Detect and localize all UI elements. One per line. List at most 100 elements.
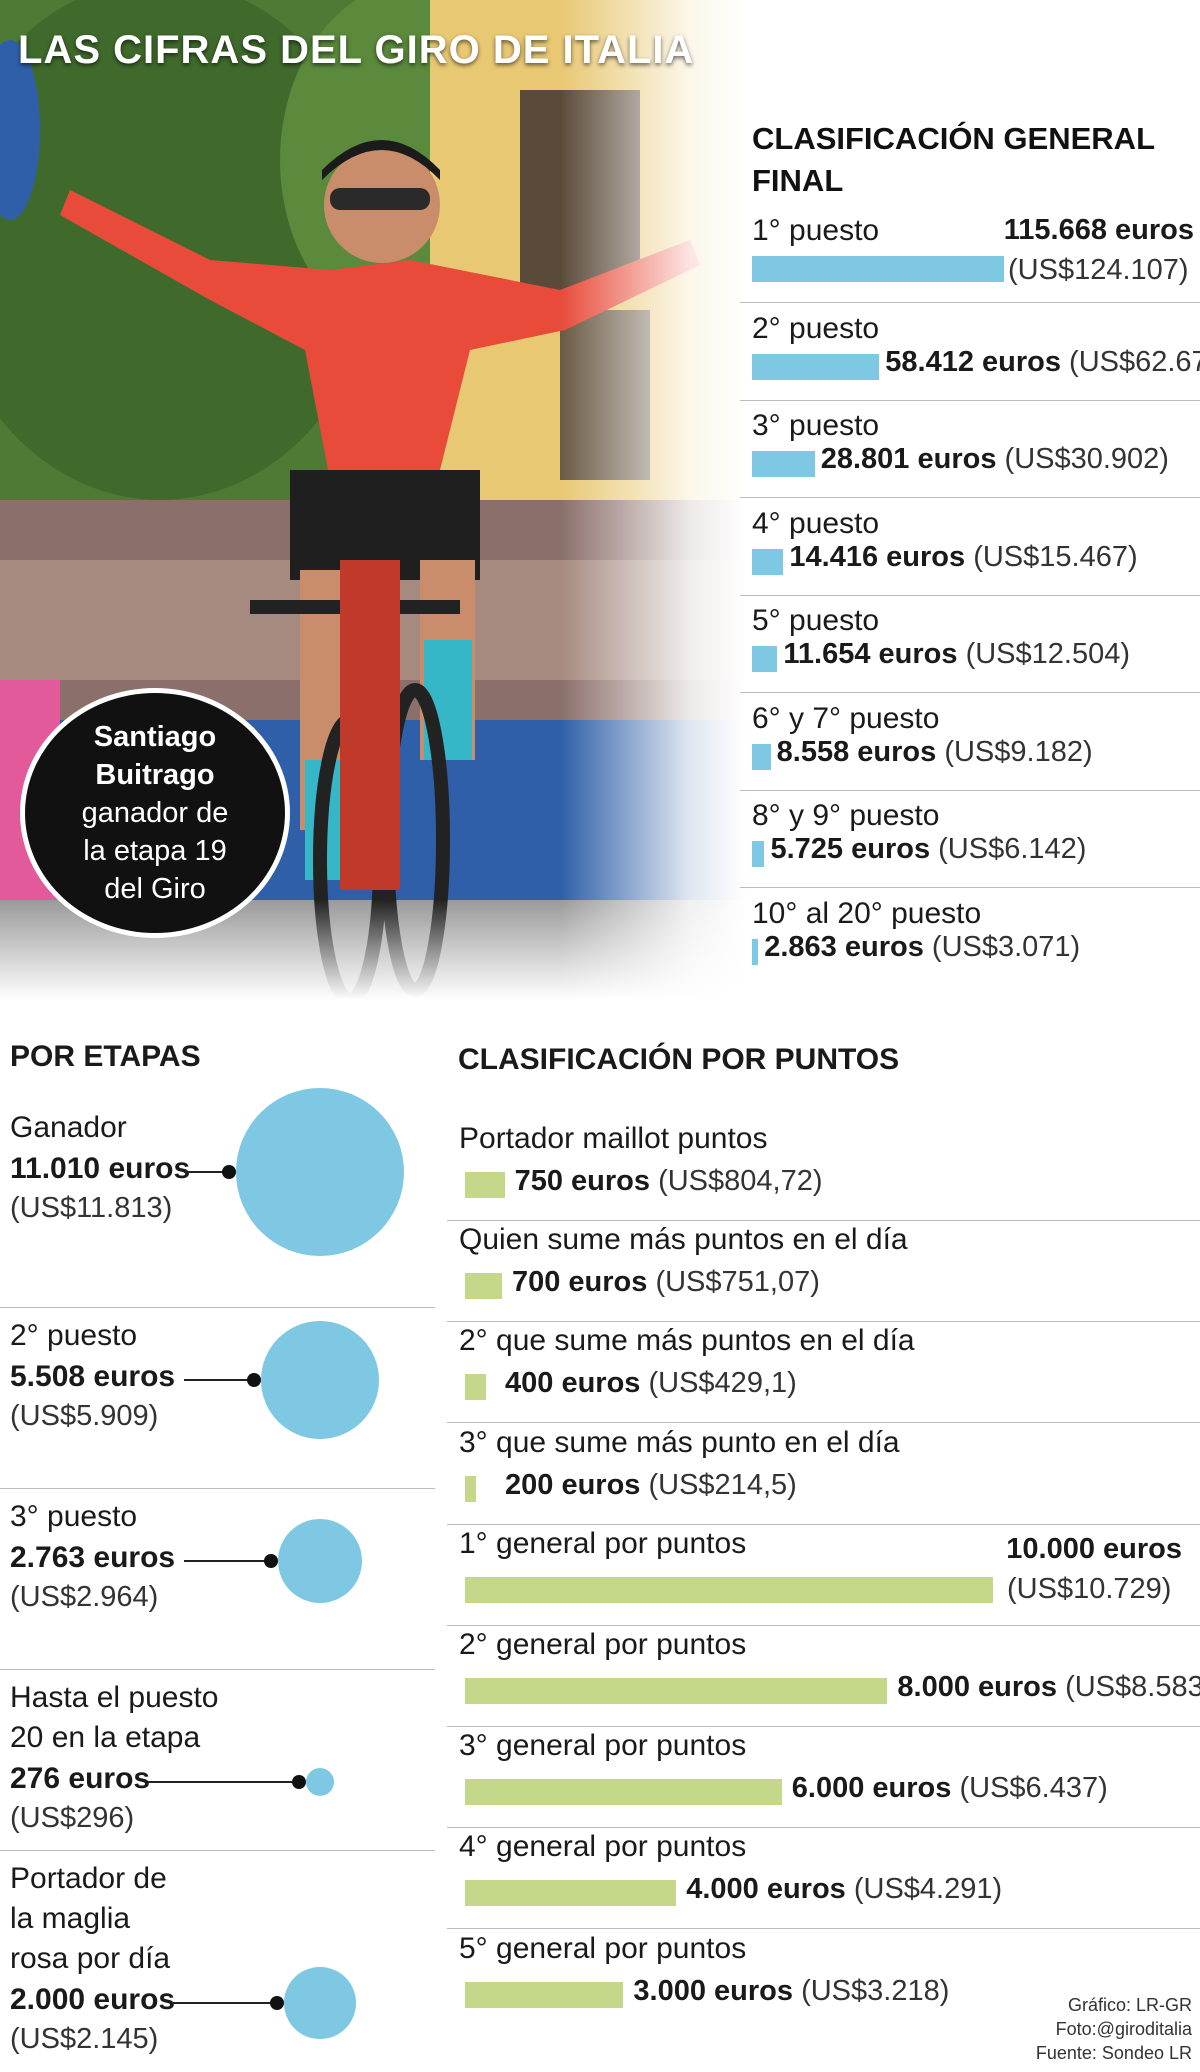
gc-bar [752, 841, 765, 867]
stage-label-line: Ganador [10, 1111, 127, 1144]
pts-bar [465, 1576, 993, 1603]
pts-value-group: 6.000 euros (US$6.437) [792, 1772, 1108, 1805]
pts-value-label: 4.000 euros [686, 1873, 846, 1906]
credit-photo: Foto:@giroditalia [1055, 2019, 1192, 2039]
gc-value-label: 8.558 euros [776, 735, 937, 768]
stage-leader-line [184, 1171, 229, 1173]
pts-usd-label: (US$4.291) [853, 1873, 1003, 1906]
pts-row-label: 3° que sume más punto en el día [459, 1425, 900, 1459]
pts-row-label: Portador maillot puntos [459, 1122, 768, 1155]
gc-bar [752, 256, 1004, 282]
stage-bubble [306, 1768, 334, 1796]
stage-bubble [260, 1320, 380, 1440]
pts-value-group: 8.000 euros (US$8.583) [897, 1671, 1200, 1704]
gc-bar [752, 743, 771, 770]
gc-usd-label: (US$6.142) [938, 833, 1087, 865]
stage-label-line: 2° puesto [10, 1319, 138, 1352]
stage-label-line: 20 en la etapa [10, 1721, 201, 1754]
gc-row-label: 3° puesto [752, 409, 880, 442]
stage-row: Ganador 11.010 euros (US$11.813) [0, 1088, 435, 1308]
stage-leader-line [184, 1379, 254, 1381]
pts-row: 2° que sume más puntos en el día 400 euro… [447, 1322, 1200, 1424]
stage-leader-dot [270, 1996, 285, 2010]
pts-row-label: 2° que sume más puntos en el día [459, 1324, 915, 1358]
gc-value-group: 28.801 euros (US$30.902) [821, 443, 1169, 476]
gc-value-label: 11.654 euros [783, 638, 958, 670]
pts-usd-label: (US$6.437) [959, 1772, 1108, 1805]
pts-bar [465, 1273, 502, 1300]
pts-row: Portador maillot puntos 750 euros (US$804… [447, 1120, 1200, 1221]
gc-row-label: 8° y 9° puesto [752, 799, 940, 832]
winner-desc-line-3: del Giro [104, 873, 206, 905]
pts-usd-label: (US$751,07) [655, 1266, 820, 1299]
pts-row: 3° general por puntos 6.000 euros (US$6.4… [447, 1727, 1200, 1829]
pts-row-label: 4° general por puntos [459, 1830, 747, 1864]
gc-usd-label: (US$15.467) [973, 540, 1138, 573]
stage-amount-label: 2.000 euros [10, 1983, 176, 2016]
gc-value-label: 2.863 euros [764, 930, 924, 963]
stage-leader-dot [292, 1775, 306, 1789]
pts-row: Quien sume más puntos en el día 700 euros… [447, 1221, 1200, 1323]
stage-leader-dot [246, 1373, 261, 1387]
gc-row-label: 6° y 7° puesto [752, 701, 940, 735]
gc-value-group: 5.725 euros (US$6.142) [770, 833, 1086, 866]
stage-row: 2° puesto 5.508 euros (US$5.909) [0, 1308, 435, 1489]
pts-usd-label: (US$214,5) [648, 1468, 797, 1501]
gc-bar [752, 548, 784, 575]
gc-row: 5° puesto 11.654 euros (US$12.504) [740, 596, 1200, 693]
gc-row: 3° puesto 28.801 euros (US$30.902) [740, 401, 1200, 498]
stage-label-line: Hasta el puesto [10, 1681, 219, 1714]
pts-bar [465, 1678, 888, 1704]
winner-name-line-2: Buitrago [95, 759, 215, 791]
pts-usd-label: (US$804,72) [658, 1165, 823, 1197]
pts-usd-label: (US$8.583) [1065, 1671, 1200, 1703]
gc-value-label: 115.668 euros [1003, 214, 1194, 246]
gc-row: 10° al 20° puesto 2.863 euros (US$3.071) [740, 889, 1200, 986]
gc-row: 4° puesto 14.416 euros (US$15.467) [740, 499, 1200, 596]
pts-value-label: 400 euros [505, 1367, 641, 1400]
stage-usd-label: (US$5.909) [10, 1400, 159, 1432]
credits: Gráfico: LR-GR Foto:@giroditalia Fuente:… [1036, 1993, 1192, 2065]
pts-row: 1° general por puntos 10.000 euros (US$10.… [447, 1525, 1200, 1626]
pts-value-label: 750 euros [514, 1165, 651, 1197]
gc-row-label: 1° puesto [752, 214, 880, 247]
gc-row: 8° y 9° puesto 5.725 euros (US$6.142) [740, 791, 1200, 888]
pts-value-group: 700 euros (US$751,07) [512, 1266, 820, 1299]
gc-usd-label: (US$12.504) [965, 638, 1131, 670]
pts-bar [465, 1779, 782, 1806]
stage-amount-label: 5.508 euros [10, 1360, 176, 1393]
gc-value-group: 11.654 euros (US$12.504) [783, 638, 1130, 671]
gc-usd-label: (US$9.182) [944, 735, 1093, 768]
gc-usd-label: (US$30.902) [1004, 443, 1169, 475]
pts-row: 2° general por puntos 8.000 euros (US$8.5… [447, 1626, 1200, 1727]
pts-row: 3° que sume más punto en el día 200 euros… [447, 1424, 1200, 1525]
gc-row-label: 4° puesto [752, 506, 880, 540]
stage-leader-dot [222, 1165, 236, 1179]
gc-usd-label: (US$62.673) [1069, 345, 1200, 378]
gc-bar [752, 353, 880, 380]
stage-usd-label: (US$2.145) [10, 2023, 159, 2055]
stage-label-line: 3° puesto [10, 1500, 138, 1533]
pts-value-group: 4.000 euros (US$4.291) [686, 1873, 1002, 1906]
gc-row-label: 5° puesto [752, 604, 880, 637]
gc-value-group: 58.412 euros (US$62.673) [885, 346, 1200, 379]
gc-row: 6° y 7° puesto 8.558 euros (US$9.182) [740, 694, 1200, 791]
stage-leader-dot [263, 1554, 278, 1568]
stage-leader-line [184, 1560, 271, 1562]
credit-graphic: Gráfico: LR-GR [1067, 1995, 1192, 2015]
stages-title: POR ETAPAS [10, 1040, 201, 1073]
pts-usd-label: (US$429,1) [648, 1367, 797, 1400]
stage-row: 3° puesto 2.763 euros (US$2.964) [0, 1489, 435, 1670]
pts-bar [465, 1172, 505, 1198]
gc-value-group: 2.863 euros (US$3.071) [764, 931, 1080, 964]
stage-label-line: Portador de [10, 1862, 167, 1895]
stage-usd-label: (US$11.813) [10, 1192, 173, 1224]
pts-value-group: 750 euros (US$804,72) [515, 1165, 823, 1198]
gc-bar [752, 646, 778, 672]
pts-row-label: 2° general por puntos [459, 1628, 747, 1661]
stage-amount-label: 2.763 euros [10, 1541, 176, 1574]
winner-desc-line-1: ganador de [81, 797, 229, 829]
stage-bubble [277, 1518, 363, 1604]
stage-bubble [236, 1088, 404, 1256]
